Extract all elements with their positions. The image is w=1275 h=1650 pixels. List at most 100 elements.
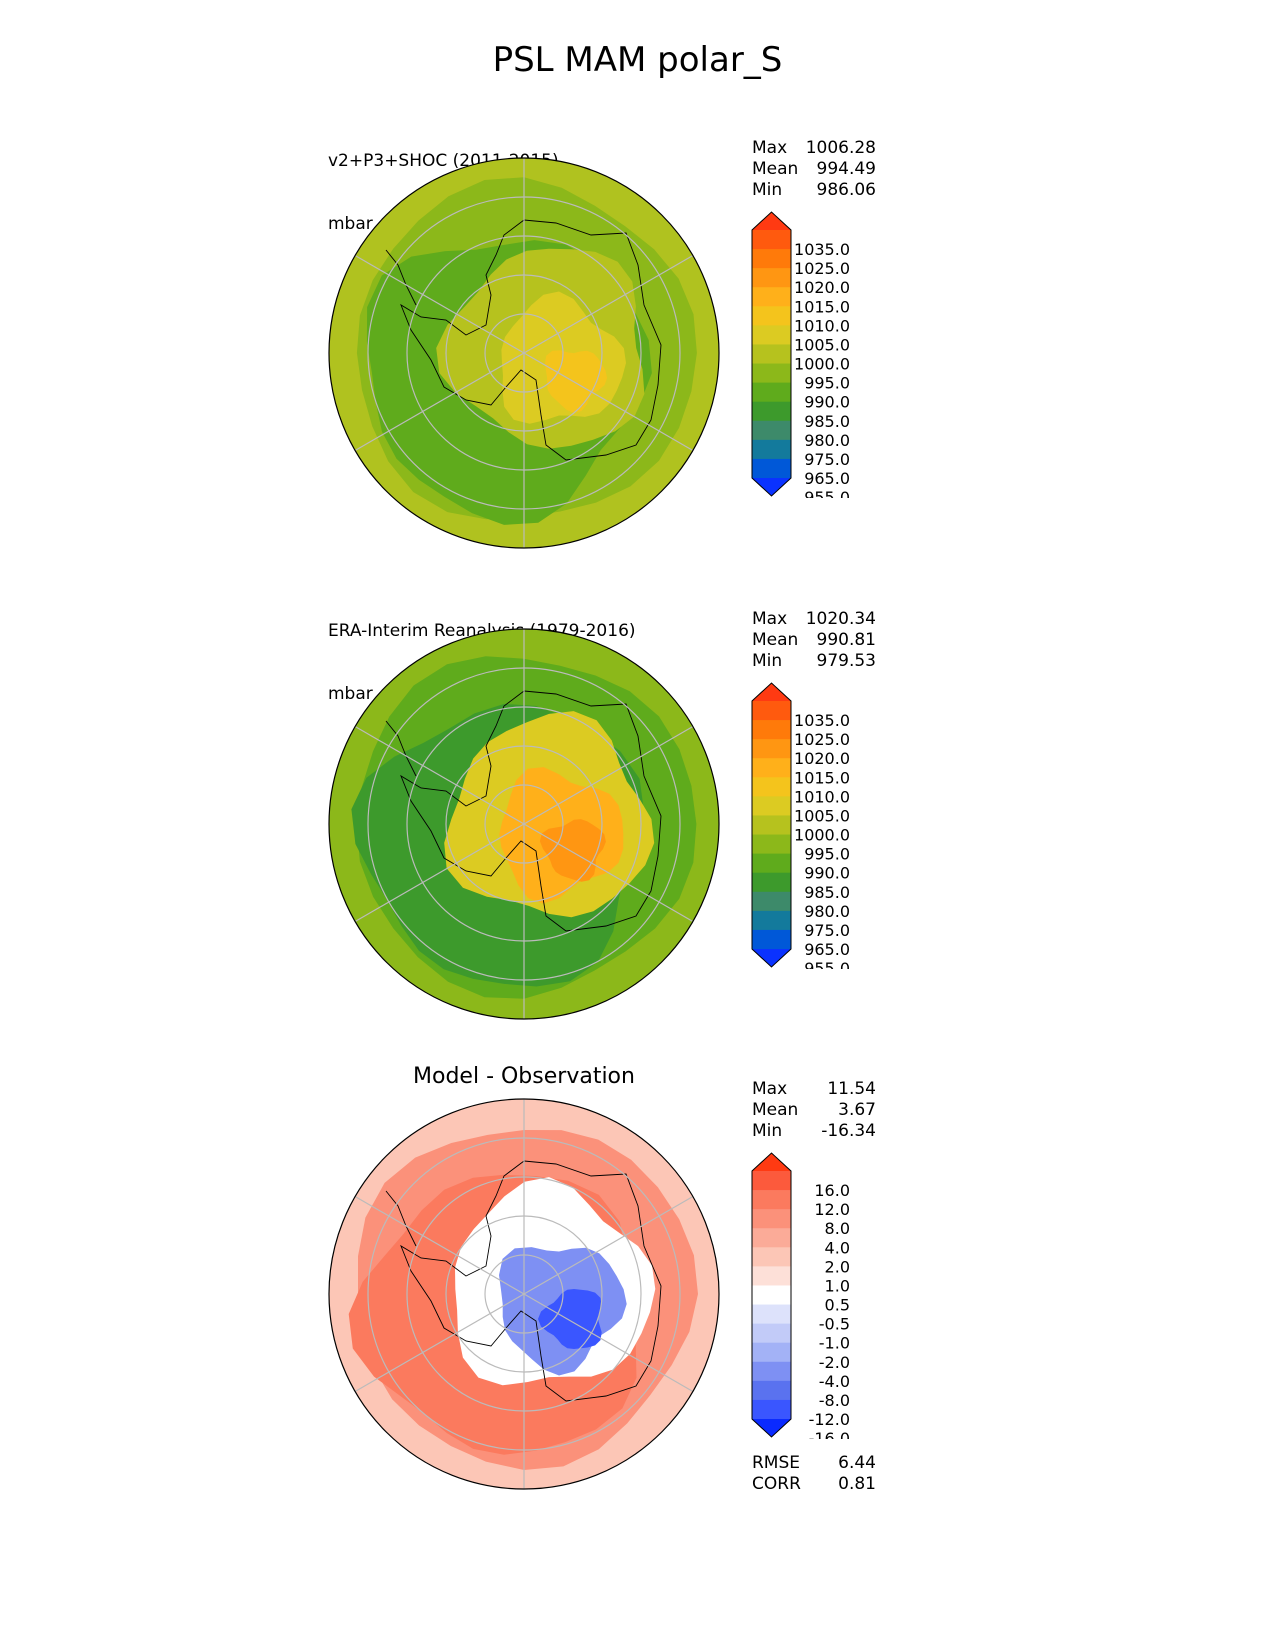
panel2-min-label: Min (752, 651, 783, 671)
colorbar-segment (752, 910, 791, 931)
colorbar-segment (752, 382, 791, 403)
colorbar-segment (752, 891, 791, 912)
meridian-line (354, 1293, 525, 1393)
south-america-tip-coastline (385, 720, 417, 777)
colorbar-segment (752, 1285, 791, 1306)
pressure-peak (538, 1289, 602, 1349)
colorbar-segment (752, 1171, 791, 1191)
meridian-line (354, 352, 525, 452)
colorbar-tick-label: 1020.0 (794, 749, 850, 768)
colorbar-tick-label: 955.0 (804, 488, 850, 498)
colorbar-tick-label: 995.0 (804, 374, 850, 393)
colorbar-segment (752, 1342, 791, 1363)
map-field (329, 1099, 719, 1489)
meridian-line (354, 1195, 525, 1295)
colorbar-extend-max (752, 212, 791, 230)
panel1-mean-label: Mean (752, 159, 799, 179)
colorbar-segment (752, 1247, 791, 1267)
meridian-line (523, 352, 694, 452)
colorbar-segment (752, 1304, 791, 1325)
panel3-mean-label: Mean (752, 1100, 799, 1120)
panel3-metrics: RMSE 6.44 CORR 0.81 (752, 1453, 876, 1495)
panel1-min-label: Min (752, 180, 783, 200)
colorbar-tick-label: 4.0 (825, 1238, 850, 1257)
colorbar-tick-label: 1015.0 (794, 297, 850, 316)
colorbar-tick-label: 8.0 (825, 1219, 850, 1238)
colorbar-tick-label: 12.0 (814, 1200, 850, 1219)
panel2-units: mbar (328, 684, 373, 704)
colorbar-tick-label: 0.5 (825, 1296, 850, 1315)
meridian-line (523, 1195, 694, 1295)
meridian-line (523, 254, 694, 354)
corr-value: 0.81 (838, 1474, 876, 1494)
panel3-title: Model - Observation (413, 1064, 635, 1089)
rmse-value: 6.44 (838, 1453, 876, 1473)
colorbar-segment (752, 306, 791, 326)
colorbar-segment (752, 815, 791, 836)
colorbar-segment (752, 834, 791, 855)
colorbar-segment (752, 701, 791, 721)
panel2-colorbar: 1035.01025.01020.01015.01010.01005.01000… (751, 682, 850, 969)
colorbar-segment (752, 458, 791, 479)
colorbar-segment (752, 1323, 791, 1344)
colorbar-tick-label: -2.0 (819, 1353, 850, 1372)
colorbar-segment (752, 1399, 791, 1420)
panel3-max-label: Max (752, 1079, 788, 1099)
meridian-line (523, 823, 694, 923)
colorbar-tick-label: 1005.0 (794, 806, 850, 825)
colorbar-tick-label: 1020.0 (794, 278, 850, 297)
colorbar-tick-label: -0.5 (819, 1315, 850, 1334)
meridian-line (523, 1293, 694, 1393)
corr-label: CORR (752, 1474, 801, 1494)
panel2-min-value: 979.53 (816, 651, 876, 671)
colorbar-tick-label: 975.0 (804, 450, 850, 469)
colorbar-tick-label: 1.0 (825, 1276, 850, 1295)
panel1-colorbar: 1035.01025.01020.01015.01010.01005.01000… (751, 211, 850, 498)
map-boundary (328, 157, 720, 549)
south-america-tip-coastline (385, 1190, 417, 1247)
panel2-mean-value: 990.81 (816, 630, 876, 650)
map-boundary (328, 628, 720, 1020)
colorbar-outline (751, 211, 792, 497)
colorbar-extend-min (752, 478, 791, 496)
colorbar-tick-label: 16.0 (814, 1181, 850, 1200)
colorbar-segment (752, 268, 791, 288)
colorbar-segment (752, 363, 791, 384)
map-field (329, 629, 719, 1019)
colorbar-tick-label: 1015.0 (794, 768, 850, 787)
page-title: PSL MAM polar_S (492, 40, 783, 80)
panel2-stats: Max 1020.34 Mean 990.81 Min 979.53 (752, 609, 876, 672)
colorbar-segment (752, 777, 791, 797)
colorbar-tick-label: 980.0 (804, 431, 850, 450)
panel2-map (328, 628, 720, 1020)
antarctica-coastline (400, 219, 662, 461)
meridian-line (354, 254, 525, 354)
colorbar-tick-label: 1010.0 (794, 787, 850, 806)
colorbar-tick-label: 1025.0 (794, 730, 850, 749)
colorbar-segment (752, 1190, 791, 1210)
colorbar-segment (752, 249, 791, 269)
colorbar-segment (752, 1361, 791, 1382)
panel1-max-label: Max (752, 138, 788, 158)
map-field (329, 158, 719, 548)
colorbar-segment (752, 1228, 791, 1248)
south-america-tip-coastline (385, 249, 417, 306)
antarctica-coastline (400, 690, 662, 932)
colorbar-tick-label: 985.0 (804, 412, 850, 431)
colorbar-tick-label: 1025.0 (794, 259, 850, 278)
colorbar-tick-label: -16.0 (809, 1429, 850, 1439)
colorbar-outline (751, 682, 792, 968)
colorbar-tick-label: 1035.0 (794, 240, 850, 259)
colorbar-tick-label: 965.0 (804, 940, 850, 959)
colorbar-tick-label: 1000.0 (794, 355, 850, 374)
colorbar-segment (752, 1380, 791, 1401)
panel1-min-value: 986.06 (816, 180, 876, 200)
colorbar-segment (752, 758, 791, 778)
colorbar-segment (752, 853, 791, 874)
colorbar-segment (752, 1266, 791, 1286)
colorbar-segment (752, 401, 791, 422)
antarctica-coastline (400, 1160, 662, 1402)
colorbar-segment (752, 439, 791, 460)
colorbar-tick-label: 2.0 (825, 1257, 850, 1276)
panel1-units: mbar (328, 214, 373, 234)
